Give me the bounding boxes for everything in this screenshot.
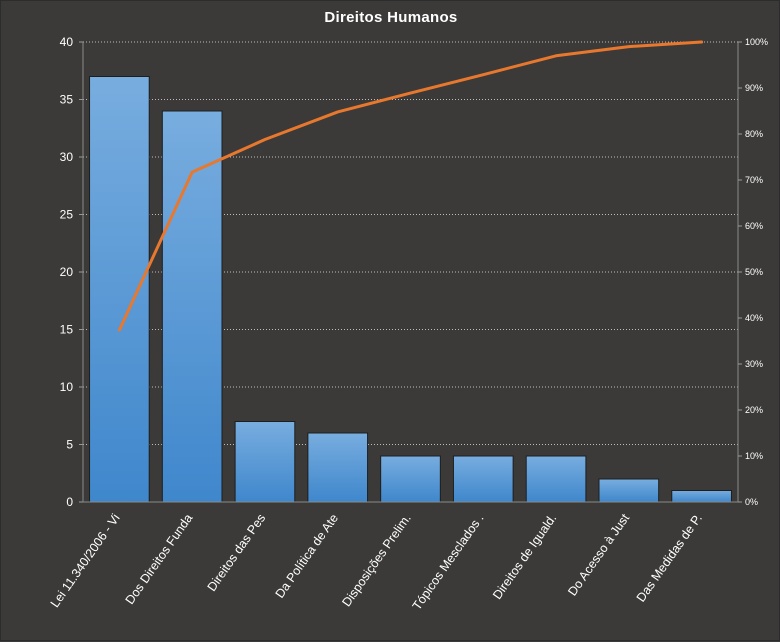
y-tick-label: 15 (60, 323, 74, 337)
bar (381, 456, 441, 502)
x-tick-label: Lei 11.340/2006 - Vi (48, 511, 123, 610)
y2-tick-label: 10% (745, 451, 763, 461)
bar (162, 111, 222, 502)
x-tick-label: Das Medidas de P. (634, 511, 705, 604)
bar (599, 479, 659, 502)
y2-tick-label: 80% (745, 129, 763, 139)
y2-tick-label: 70% (745, 175, 763, 185)
y-axis-left: 0 5 10 15 20 25 30 35 40 (60, 35, 83, 509)
x-tick-label: Disposições Prelim. (339, 511, 413, 609)
y-tick-label: 10 (60, 380, 74, 394)
x-tick-label: Do Acesso à Just (565, 511, 632, 599)
y2-tick-label: 100% (745, 37, 768, 47)
y-axis-right: 0% 10% 20% 30% 40% 50% 60% 70% 80% 90% 100% (738, 37, 768, 507)
y-tick-label: 40 (60, 35, 74, 49)
y2-tick-label: 90% (745, 83, 763, 93)
y2-tick-label: 20% (745, 405, 763, 415)
y2-tick-label: 50% (745, 267, 763, 277)
x-tick-label: Dos Direitos Funda (123, 511, 196, 607)
bars (90, 77, 732, 503)
bar (672, 491, 732, 503)
bar (308, 433, 368, 502)
y2-tick-label: 60% (745, 221, 763, 231)
bar (235, 422, 295, 503)
bar (526, 456, 586, 502)
y-tick-label: 5 (66, 438, 73, 452)
y2-tick-label: 0% (745, 497, 758, 507)
x-tick-label: Da Política de Ate (273, 511, 341, 600)
y2-tick-label: 40% (745, 313, 763, 323)
y-tick-label: 30 (60, 150, 74, 164)
y-tick-label: 20 (60, 265, 74, 279)
bar (90, 77, 150, 503)
y2-tick-label: 30% (745, 359, 763, 369)
bar (453, 456, 513, 502)
x-tick-label: Direitos das Pes (205, 511, 269, 594)
x-tick-label: Direitos de Iguald. (490, 511, 559, 602)
y-tick-label: 35 (60, 93, 74, 107)
y-tick-label: 25 (60, 208, 74, 222)
x-tick-label: Tópicos Mesclados . (410, 511, 487, 612)
y-tick-label: 0 (66, 495, 73, 509)
